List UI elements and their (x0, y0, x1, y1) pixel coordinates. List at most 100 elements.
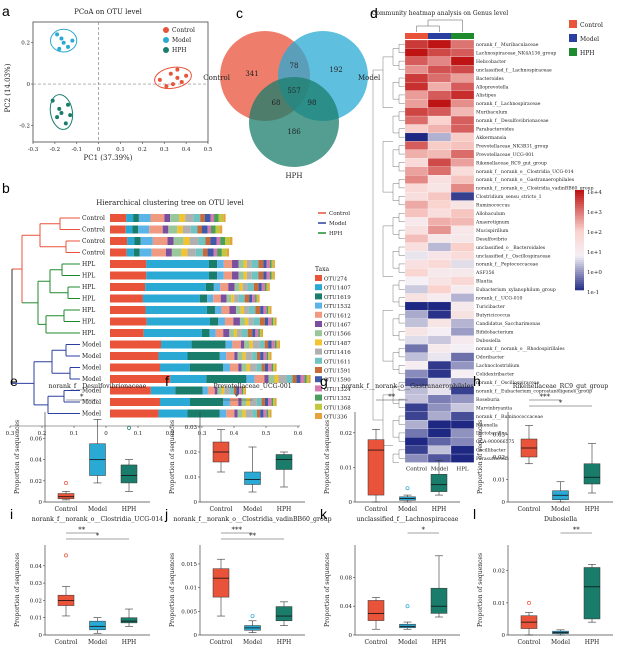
pcoa-point-control (168, 71, 173, 76)
cluster-bar-segment (223, 271, 233, 280)
boxplot-title: norank_f__norank_o__Gastranaerophilales (341, 383, 473, 390)
boxplot-box-hph (430, 587, 448, 614)
boxplot-ylabel: Proportion of sequences (169, 553, 176, 627)
cluster-bar-segment (251, 260, 259, 268)
cluster-bar-segment (195, 248, 203, 257)
cluster-bar-segment (110, 329, 144, 337)
heatmap-row-label: Akkermansia (475, 135, 507, 141)
taxa-legend-label: OTU1532 (324, 304, 351, 310)
cluster-bar-segment (189, 398, 224, 406)
cluster-bar-segment (269, 271, 272, 280)
heatmap-cell (450, 344, 475, 353)
cluster-bar-segment (255, 329, 259, 337)
heatmap-cell (450, 276, 475, 286)
panel-label-b: b (2, 180, 10, 196)
cluster-bar-segment (268, 409, 270, 418)
heatmap-cell (404, 361, 429, 370)
panel-label-e: e (10, 373, 18, 389)
heatmap-dendro-branch (398, 263, 405, 273)
heatmap-cell (404, 411, 429, 421)
cluster-bar-segment (286, 375, 293, 383)
heatmap-dendro-branch (392, 284, 399, 303)
cluster-bar-segment (207, 225, 211, 234)
heatmap-cell (404, 344, 429, 353)
heatmap-cell (450, 99, 475, 108)
cluster-bar-segment (269, 306, 272, 314)
cluster-bar-segment (253, 283, 259, 291)
heatmap-cell (450, 200, 475, 210)
cluster-bar-segment (202, 386, 208, 395)
heatmap-row-label: Blautia (476, 279, 493, 285)
cluster-bar-segment (247, 329, 253, 337)
boxplot-ytick-label: 0.04 (30, 564, 43, 570)
cluster-sample-label: Model (82, 365, 101, 372)
cluster-bar-segment (260, 306, 264, 314)
heatmap-dendro-branch (382, 310, 393, 362)
cluster-bar-segment (234, 283, 240, 291)
heatmap-cell (427, 403, 452, 412)
heatmap-cell (427, 73, 452, 83)
boxplot-xlabel: Control (210, 506, 233, 513)
pcoa-xtick-label: 0.5 (204, 147, 213, 153)
boxplot-sig-mark: *** (232, 526, 243, 534)
heatmap-legend-label: Model (580, 36, 599, 43)
heatmap-scale-step (575, 214, 584, 217)
heatmap-scale-step (575, 236, 584, 239)
cluster-bar-segment (193, 214, 201, 222)
boxplot-ytick-label: 0 (349, 500, 353, 506)
cluster-bar-segment (150, 214, 165, 222)
cluster-bar-segment (149, 225, 163, 234)
cluster-bar-segment (225, 237, 230, 245)
boxplot-title: norank_f__norank_o__Clostridia_vadinBB60… (173, 516, 331, 523)
cluster-legend-label: Model (329, 221, 347, 227)
venn-control-hph: 68 (272, 99, 281, 107)
cluster-bar-segment (261, 398, 265, 406)
cluster-bar-segment (223, 214, 226, 222)
cluster-bar-segment (110, 386, 151, 395)
heatmap-cell (427, 208, 452, 218)
cluster-bar-segment (244, 306, 249, 314)
cluster-bar-segment (126, 248, 134, 257)
taxa-legend-swatch (315, 293, 322, 300)
cluster-bar-segment (238, 398, 242, 406)
cluster-bar-segment (278, 340, 280, 349)
heatmap-cell (450, 107, 475, 117)
cluster-bar-segment (269, 352, 272, 360)
boxplot-title: norank_f__norank_o__Clostridia_UCG-014 (32, 516, 163, 523)
taxa-legend-swatch (315, 284, 322, 291)
cluster-axis: 0.3 0.2 0.1 0 0.1 0.2 0.3 0.4 0.5 0.6 (6, 425, 303, 437)
heatmap-row-label: GCA-900066575 (476, 439, 514, 445)
cluster-bar-segment (300, 375, 305, 383)
heatmap-cell (450, 82, 475, 91)
cluster-bar-segment (204, 214, 211, 222)
heatmap-scale-step (575, 284, 584, 287)
heatmap-row-label: Alistipes (475, 93, 497, 99)
taxa-legend-label: OTU1487 (324, 341, 351, 347)
boxplot-ylabel: Proportion of sequences (14, 553, 21, 627)
pcoa-point-control (164, 84, 169, 89)
cluster-group-legend: Control Model HPH (318, 211, 350, 237)
boxplot-xlabel: Model (88, 506, 107, 513)
pcoa-point-control (171, 82, 175, 87)
heatmap-scale-step (575, 252, 584, 255)
cluster-bar-segment (110, 409, 159, 418)
boxplot-xlabel: Model (551, 506, 570, 513)
cluster-bar-segment (235, 306, 241, 314)
heatmap-scale-step (575, 196, 584, 199)
cluster-bar-segment (259, 329, 262, 337)
boxplot-outlier (64, 480, 68, 485)
heatmap-cell (404, 242, 429, 252)
boxplot-xlabel: HPH (122, 639, 137, 646)
heatmap-row-label: Parasutterella (476, 456, 509, 462)
cluster-sample-label: Model (82, 342, 101, 349)
heatmap-dendro-branch (398, 331, 405, 341)
cluster-bar-segment (306, 375, 309, 383)
cluster-bar-segment (215, 329, 224, 337)
heatmap-cell (427, 141, 452, 150)
heatmap-scale-step (575, 262, 584, 265)
heatmap-cell (450, 301, 475, 311)
venn-only-control: 341 (245, 70, 258, 78)
cluster-bar-segment (258, 283, 262, 291)
heatmap-row-label: Anaerotignum (475, 219, 510, 225)
heatmap-scale-label: 1e+2 (587, 230, 602, 236)
